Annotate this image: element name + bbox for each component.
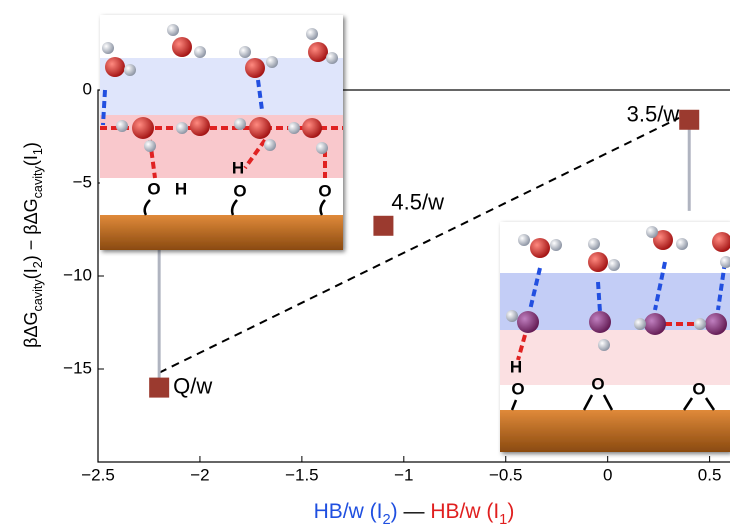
ylabel-part: 1 (31, 148, 45, 155)
ylabel-part: cavity (31, 165, 45, 198)
ylabel-part: (I (21, 155, 41, 166)
x-tick-label: −2.5 (81, 465, 115, 484)
x-tick-label: 0 (603, 465, 612, 484)
x-tick-label: −0.5 (489, 465, 523, 484)
xlabel-part: ) (507, 500, 514, 523)
inset-atom-label: H (510, 357, 522, 376)
ylabel-part: ) (21, 142, 41, 148)
xlabel: HB/w (I2) — HB/w (I1) (314, 500, 515, 528)
inset-atom-label: H (175, 179, 187, 198)
x-tick-label: −2 (190, 465, 209, 484)
data-point (149, 378, 169, 398)
point-label: 3.5/w (627, 102, 680, 127)
y-tick-label: −10 (63, 265, 92, 284)
x-tick-label: 0.5 (698, 465, 722, 484)
data-point (373, 216, 393, 236)
x-tick-label: −1 (394, 465, 413, 484)
inset-atom-label: O (318, 181, 331, 200)
inset-atom-label: O (692, 379, 705, 398)
x-tick-label: −1.5 (285, 465, 319, 484)
y-tick-label: −15 (63, 358, 92, 377)
ylabel-part: βΔG (21, 311, 41, 347)
xlabel-part: ) (391, 500, 398, 523)
xlabel-part: 2 (382, 512, 390, 528)
figure: −2.5−2−1.5−1−0.500.50−5−10−15HB/w (I2) —… (0, 0, 730, 529)
xlabel-part: HB/w (I (430, 500, 499, 523)
inset-atom-label: O (233, 181, 246, 200)
xlabel-part: 1 (499, 512, 507, 528)
ylabel-part: 2 (31, 261, 45, 268)
y-tick-label: −5 (73, 172, 92, 191)
xlabel-part: — (398, 500, 431, 523)
inset-left: O H H O O (100, 15, 343, 250)
inset-atom-label: O (511, 379, 524, 398)
inset-atom-label: H (232, 158, 244, 177)
xlabel-part: HB/w (I (314, 500, 383, 523)
point-label: Q/w (173, 373, 212, 398)
ylabel-part: ) − βΔG (21, 198, 41, 261)
inset-right: H O O O (500, 222, 730, 452)
ylabel-part: (I (21, 268, 41, 279)
y-tick-label: 0 (83, 79, 92, 98)
data-point (679, 110, 699, 130)
inset-atom-label: O (147, 179, 160, 198)
inset-atom-label: O (591, 374, 604, 393)
ylabel-part: cavity (31, 279, 45, 312)
ylabel: βΔGcavity(I2) − βΔGcavity(I1) (21, 142, 46, 348)
point-label: 4.5/w (391, 190, 444, 215)
